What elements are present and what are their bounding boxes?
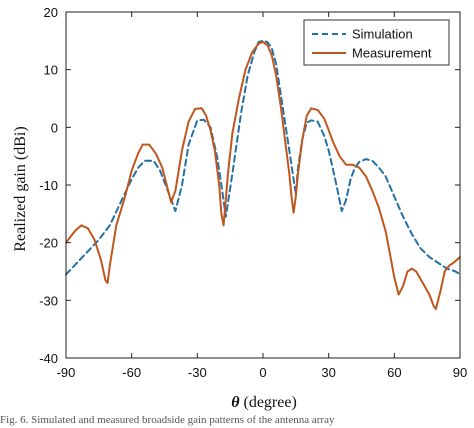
axes <box>65 11 461 359</box>
y-tick-label: -30 <box>39 293 58 308</box>
x-tick-label: -90 <box>57 365 76 380</box>
plot-background <box>66 12 460 358</box>
y-tick-label: 10 <box>44 63 58 78</box>
x-tick-label: 90 <box>453 365 467 380</box>
x-tick-label: 0 <box>259 365 266 380</box>
x-axis-unit: (degree) <box>240 394 297 411</box>
legend-box <box>303 19 450 66</box>
plot-area <box>66 12 460 358</box>
y-tick-label: -20 <box>39 236 58 251</box>
y-tick-label: -40 <box>39 351 58 366</box>
legend: Simulation Measurement <box>303 19 450 66</box>
legend-label-measurement: Measurement <box>352 46 432 61</box>
legend-label-simulation: Simulation <box>352 27 413 42</box>
y-tick-label: 0 <box>51 120 58 135</box>
x-tick-label: 60 <box>387 365 401 380</box>
x-tick-label: 30 <box>321 365 335 380</box>
y-tick-label: 20 <box>44 5 58 20</box>
y-axis-label: Realized gain (dBi) <box>12 126 29 251</box>
y-tick-label: -10 <box>39 178 58 193</box>
figure-caption: Fig. 6. Simulated and measured broadside… <box>0 414 335 426</box>
x-axis-symbol: θ <box>231 394 240 411</box>
series-line-measurement <box>65 41 461 310</box>
x-axis-label: θ (degree) <box>231 394 297 411</box>
series-layer <box>65 39 461 310</box>
series-line-simulation <box>65 39 461 276</box>
tick-labels: -90 -60 -30 0 30 60 90 -40 -30 -20 -10 0 10 20 <box>39 5 467 380</box>
x-tick-label: -30 <box>188 365 207 380</box>
x-tick-label: -60 <box>122 365 141 380</box>
